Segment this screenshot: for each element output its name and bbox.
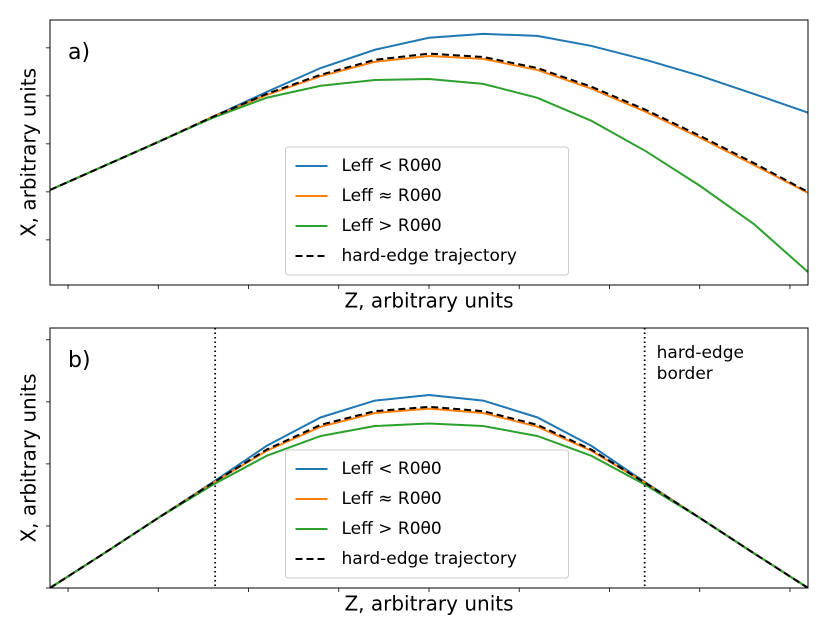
panel-label: a) [68, 40, 90, 65]
annotation: hard-edge [657, 343, 744, 363]
x-axis-label: Z, arbitrary units [344, 289, 513, 313]
x-axis-label: Z, arbitrary units [344, 592, 513, 616]
legend-label: Leff > R0θ0 [342, 519, 442, 539]
legend-label: Leff < R0θ0 [342, 156, 442, 176]
series-line [50, 422, 808, 588]
y-axis-label: X, arbitrary units [17, 68, 41, 237]
legend-label: hard-edge trajectory [342, 549, 517, 569]
plot-frame [49, 327, 809, 589]
y-axis-label: X, arbitrary units [17, 373, 41, 542]
series-line [50, 52, 808, 193]
legend-label: Leff ≈ R0θ0 [342, 186, 442, 206]
legend-label: Leff > R0θ0 [342, 216, 442, 236]
annotation: border [657, 364, 713, 384]
legend-label: Leff ≈ R0θ0 [342, 489, 442, 509]
legend-box [285, 449, 569, 579]
legend-label: hard-edge trajectory [342, 246, 517, 266]
legend-label: Leff < R0θ0 [342, 459, 442, 479]
plot-frame [49, 19, 809, 286]
legend-box [285, 146, 569, 276]
panel-label: b) [68, 348, 91, 373]
